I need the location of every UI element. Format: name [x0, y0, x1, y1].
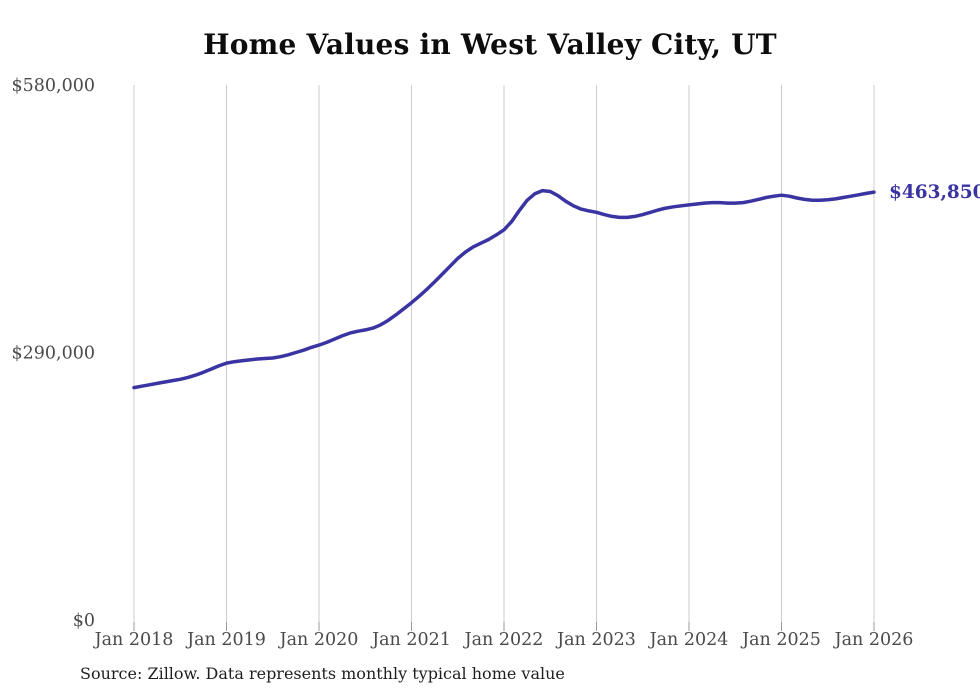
y-axis-label: $290,000	[11, 344, 95, 364]
source-note: Source: Zillow. Data represents monthly …	[80, 664, 565, 683]
x-axis-label: Jan 2025	[740, 630, 821, 650]
x-axis-label: Jan 2023	[555, 630, 636, 650]
latest-value-label: $463,850	[889, 182, 980, 203]
x-axis-label: Jan 2018	[93, 630, 174, 650]
vertical-gridlines	[133, 85, 875, 622]
x-axis-label: Jan 2020	[278, 630, 359, 650]
home-value-line	[132, 188, 876, 390]
x-axis-label: Jan 2021	[370, 630, 451, 650]
y-axis-label: $580,000	[11, 76, 95, 96]
x-axis-label: Jan 2026	[833, 630, 914, 650]
x-axis-label: Jan 2022	[463, 630, 544, 650]
y-axis-tick-labels: $0 $290,000 $580,000	[11, 76, 95, 631]
y-axis-label: $0	[73, 611, 95, 631]
x-axis-label: Jan 2019	[185, 630, 266, 650]
chart-title: Home Values in West Valley City, UT	[203, 28, 777, 61]
x-axis-label: Jan 2024	[648, 630, 729, 650]
x-axis-ticks	[133, 622, 875, 631]
x-axis-tick-labels: Jan 2018 Jan 2019 Jan 2020 Jan 2021 Jan 2022…	[93, 630, 914, 650]
